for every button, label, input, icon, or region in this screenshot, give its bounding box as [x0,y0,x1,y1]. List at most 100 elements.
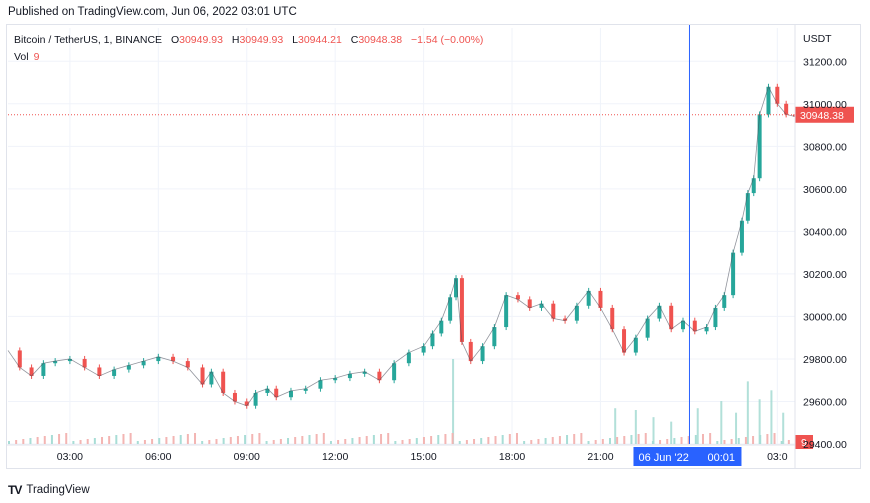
volume-tick-33 [244,435,247,444]
x-tick-label-5: 18:00 [499,451,525,463]
volume-tick-99 [716,441,719,444]
candle-body-53 [657,305,662,319]
volume-bars [8,359,790,444]
volume-tick-107 [773,433,776,444]
volume-bar-9 [758,399,761,444]
volume-tick-27 [201,441,204,444]
volume-tick-92 [666,439,669,444]
candle-body-37 [468,341,473,362]
grid [8,28,795,445]
close-value: 30948.38 [358,34,403,46]
open-label: O [170,34,180,46]
volume-tick-41 [301,436,304,444]
candle-body-58 [713,307,718,328]
y-tick-label-6: 30000.00 [803,311,847,323]
volume-tick-40 [294,437,297,444]
volume-tick-6 [50,435,53,444]
x-tick-label-4: 15:00 [410,451,436,463]
volume-tick-22 [165,437,168,444]
volume-bar-8 [746,381,749,444]
volume-tick-52 [380,434,383,444]
y-tick-label-0: 31200.00 [803,56,847,68]
volume-tick-89 [644,433,647,444]
x-tick-label-0: 03:00 [57,451,83,463]
candle-body-4 [53,361,58,364]
candle-body-12 [171,356,176,362]
volume-tick-87 [630,435,633,444]
volume-tick-98 [709,433,712,444]
candle-body-66 [775,86,780,104]
volume-tick-65 [473,439,476,444]
candle-body-2 [29,367,34,376]
ohlc-legend: Bitcoin / TetherUS, 1, BINANCE O30949.93… [14,34,483,46]
x-tick-label-6: 21:00 [587,451,613,463]
volume-tick-69 [501,435,504,444]
candle-body-21 [274,388,279,398]
volume-tick-57 [415,438,418,444]
candle-body-41 [515,295,520,300]
candle-body-52 [645,318,650,338]
volume-tick-18 [136,441,139,444]
candle-body-33 [439,320,444,334]
volume-tick-42 [308,435,311,444]
candle-body-28 [377,371,382,381]
volume-tick-48 [351,438,354,444]
published-caption: Published on TradingView.com, Jun 06, 20… [8,6,297,18]
volume-tick-109 [787,440,790,444]
chart-frame[interactable] [6,24,861,469]
volume-tick-12 [93,438,96,444]
candle-body-45 [563,318,568,321]
candle-body-32 [430,333,435,347]
volume-tick-93 [673,438,676,444]
volume-tick-105 [759,435,762,444]
volume-tick-106 [766,434,769,444]
volume-bar-11 [782,412,785,444]
volume-tick-61 [444,434,447,444]
volume-tick-49 [358,437,361,444]
change-value: −1.54 (−0.00%) [411,34,484,46]
volume-tick-78 [566,435,569,444]
symbol-title[interactable]: Bitcoin / TetherUS, 1, BINANCE [14,34,163,46]
volume-tick-4 [36,437,39,444]
y-tick-label-8: 29600.00 [803,396,847,408]
volume-tick-88 [637,434,640,444]
volume-tick-58 [422,437,425,444]
volume-tick-73 [530,440,533,444]
candle-body-25 [333,378,338,381]
volume-tick-79 [573,434,576,444]
volume-bar-7 [735,412,738,444]
vol-label: Vol [14,51,29,63]
volume-tick-84 [608,438,611,444]
volume-tick-31 [229,437,232,444]
candle-body-16 [221,371,226,393]
volume-tick-80 [580,433,583,444]
volume-tick-21 [158,438,161,444]
candle-body-63 [751,178,756,194]
candle-body-42 [527,299,532,308]
crosshair-time-label: 00:01 [707,452,735,464]
footer-brand[interactable]: TV TradingView [8,483,90,497]
candle-body-22 [288,390,293,398]
volume-tick-35 [258,433,261,444]
last-price-tag [795,106,854,123]
candle-body-6 [82,358,87,368]
candle-body-55 [680,320,685,330]
volume-tick-38 [279,439,282,444]
volume-tick-32 [236,436,239,444]
candle-body-13 [185,361,190,368]
volume-tick-36 [265,441,268,444]
volume-tick-50 [365,436,368,444]
volume-tick-96 [694,435,697,444]
volume-tick-63 [458,441,461,444]
volume-tick-108 [780,441,783,444]
candle-body-60 [731,252,736,296]
volume-tick-60 [437,435,440,444]
volume-tick-91 [659,440,662,444]
volume-legend: Vol 9 [14,51,39,63]
volume-tick-17 [129,433,132,444]
candle-body-64 [757,114,762,179]
low-value: 30944.21 [298,34,342,46]
volume-bar-1 [614,408,617,444]
candle-body-7 [97,367,102,376]
